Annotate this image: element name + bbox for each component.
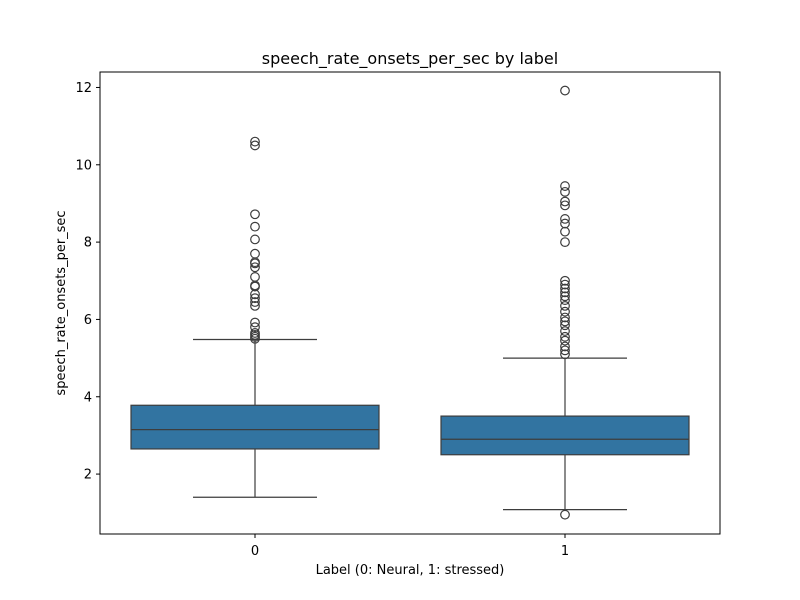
outlier-point bbox=[560, 283, 570, 294]
axes-frame bbox=[99, 71, 721, 535]
outlier-point bbox=[560, 295, 570, 306]
outlier-point bbox=[560, 279, 570, 290]
outlier-point bbox=[560, 181, 570, 191]
outlier-point bbox=[250, 317, 260, 328]
outlier-point bbox=[250, 248, 260, 259]
outlier-point bbox=[250, 136, 260, 147]
outlier-point bbox=[560, 214, 570, 224]
y-tick-label: 6 bbox=[84, 313, 92, 328]
x-tick-label: 0 bbox=[251, 544, 259, 559]
outlier-point bbox=[250, 322, 260, 333]
outlier-point bbox=[560, 237, 570, 248]
outlier-point bbox=[250, 262, 260, 273]
box-0 bbox=[130, 404, 380, 450]
outlier-point bbox=[560, 275, 570, 286]
outlier-point bbox=[560, 226, 570, 237]
outlier-point bbox=[560, 287, 570, 298]
outlier-point bbox=[250, 300, 260, 311]
outlier-point bbox=[560, 306, 570, 317]
outlier-point bbox=[560, 509, 570, 520]
y-tick-label: 10 bbox=[75, 158, 92, 173]
outlier-point bbox=[560, 320, 570, 331]
y-tick-label: 12 bbox=[75, 81, 92, 96]
outlier-point bbox=[560, 200, 570, 211]
chart-title: speech_rate_onsets_per_sec by label bbox=[262, 49, 558, 69]
outlier-point bbox=[560, 218, 570, 229]
outlier-point bbox=[250, 140, 260, 151]
outlier-point bbox=[250, 272, 260, 282]
outlier-point bbox=[250, 293, 260, 304]
outlier-point bbox=[250, 297, 260, 307]
outlier-point bbox=[560, 291, 570, 302]
outlier-point bbox=[250, 209, 260, 220]
outlier-point bbox=[560, 186, 570, 197]
outlier-point bbox=[560, 345, 570, 356]
plot-area: 2 4 6 8 10 12 0 1 bbox=[75, 81, 690, 559]
outlier-point bbox=[250, 221, 260, 232]
outlier-point bbox=[560, 312, 570, 323]
outlier-point bbox=[560, 335, 570, 346]
y-tick-label: 2 bbox=[84, 468, 92, 483]
x-axis-label: Label (0: Neural, 1: stressed) bbox=[316, 563, 505, 578]
y-tick-label: 4 bbox=[84, 390, 92, 405]
outlier-point bbox=[560, 349, 570, 360]
outlier-point bbox=[560, 300, 570, 311]
outlier-point bbox=[560, 341, 570, 352]
y-tick-label: 8 bbox=[84, 236, 92, 251]
outlier-point bbox=[560, 331, 570, 342]
outlier-point bbox=[560, 326, 570, 336]
outlier-point bbox=[250, 328, 260, 338]
outlier-point bbox=[560, 196, 570, 207]
x-tick-label: 1 bbox=[561, 544, 569, 559]
outlier-point bbox=[250, 234, 260, 245]
box-1 bbox=[440, 415, 690, 456]
y-axis-label: speech_rate_onsets_per_sec bbox=[54, 210, 69, 395]
outlier-point bbox=[560, 316, 570, 327]
outlier-point bbox=[560, 85, 570, 96]
